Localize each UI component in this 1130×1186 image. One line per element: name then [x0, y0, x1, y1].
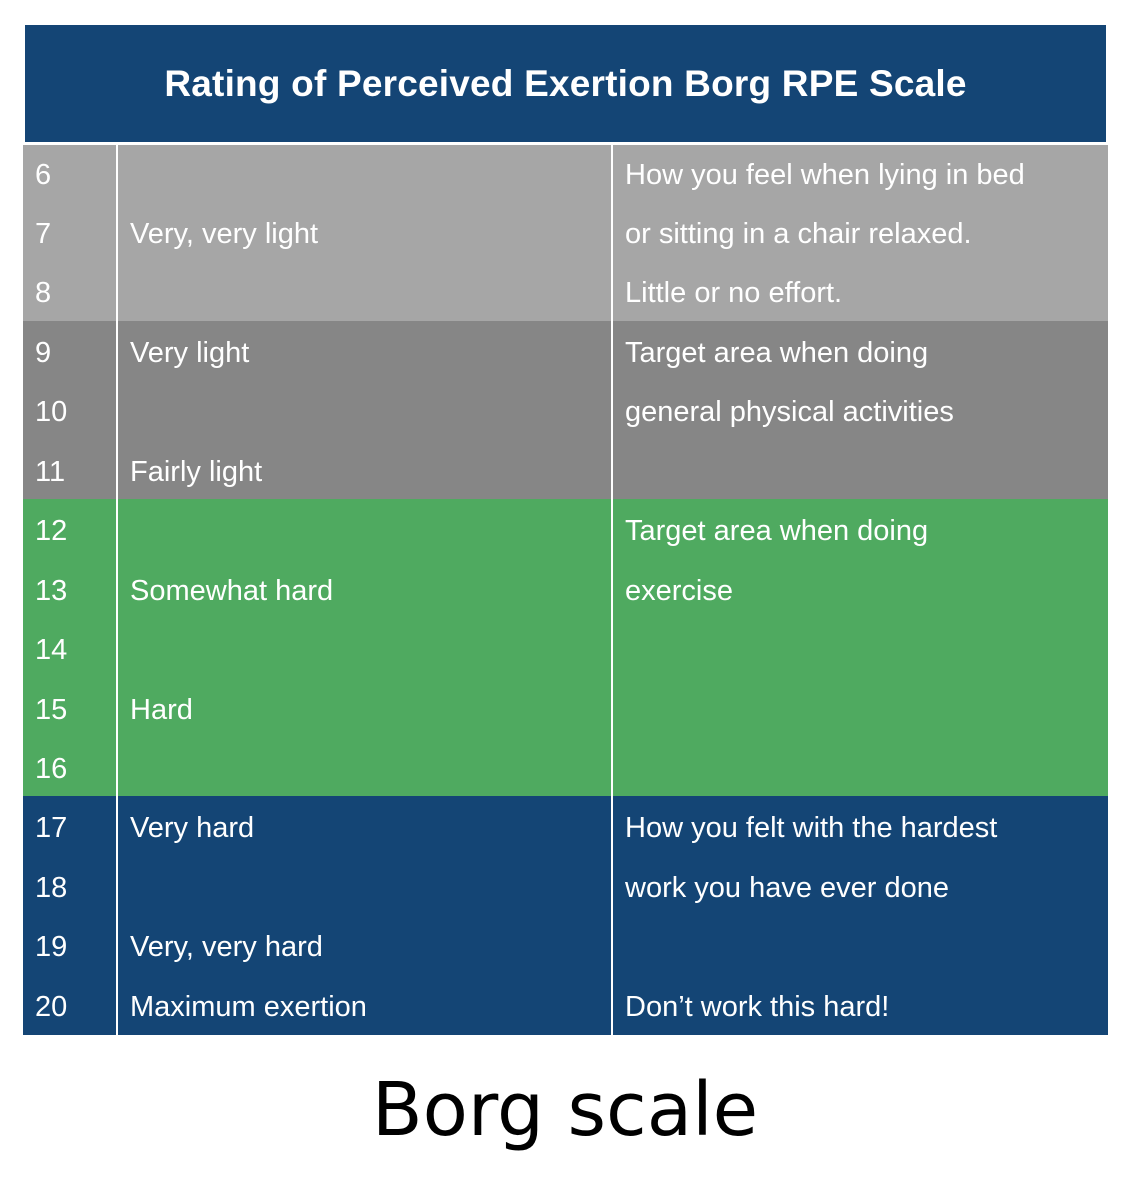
band-light	[23, 321, 1108, 499]
borg-rpe-table: Rating of Perceived Exertion Borg RPE Sc…	[23, 25, 1108, 1035]
column-divider	[611, 145, 613, 1035]
band-hard	[23, 796, 1108, 1035]
column-divider	[116, 145, 118, 1035]
table-title: Rating of Perceived Exertion Borg RPE Sc…	[25, 25, 1106, 142]
rating-number: 10	[35, 396, 68, 428]
rating-number: 13	[35, 575, 68, 607]
rating-number: 6	[35, 159, 52, 191]
note-hardest-work: work you have ever done	[625, 872, 950, 904]
descriptor-very-very-hard: Very, very hard	[130, 931, 323, 963]
band-exercise	[23, 499, 1108, 796]
descriptor-maximum-exertion: Maximum exertion	[130, 991, 367, 1023]
rating-number: 7	[35, 218, 52, 250]
rating-number: 20	[35, 991, 68, 1023]
rating-number: 17	[35, 812, 68, 844]
note-general-activity: Target area when doing	[625, 337, 929, 369]
rating-number: 18	[35, 872, 68, 904]
rating-number: 9	[35, 337, 52, 369]
rating-number: 12	[35, 515, 68, 547]
rating-number: 16	[35, 753, 68, 785]
figure-caption: Borg scale	[371, 1067, 759, 1153]
note-general-activity: general physical activities	[625, 396, 954, 428]
rating-number: 14	[35, 634, 68, 666]
rating-number: 15	[35, 694, 68, 726]
descriptor-very-light: Very light	[130, 337, 250, 369]
band-very-light	[23, 145, 1108, 321]
rating-number: 11	[35, 456, 66, 488]
note-rest: Little or no effort.	[625, 277, 843, 309]
descriptor-very-hard: Very hard	[130, 812, 255, 844]
rating-number: 8	[35, 277, 52, 309]
descriptor-hard: Hard	[130, 694, 193, 726]
note-hardest-work: How you felt with the hardest	[625, 812, 998, 844]
note-exercise: Target area when doing	[625, 515, 929, 547]
rating-number: 19	[35, 931, 68, 963]
note-rest: or sitting in a chair relaxed.	[625, 218, 972, 250]
note-exercise: exercise	[625, 575, 733, 607]
note-rest: How you feel when lying in bed	[625, 159, 1025, 191]
descriptor-very-very-light: Very, very light	[130, 218, 319, 250]
descriptor-somewhat-hard: Somewhat hard	[130, 575, 334, 607]
note-warning: Don’t work this hard!	[625, 991, 890, 1023]
header-divider	[23, 142, 1108, 145]
descriptor-fairly-light: Fairly light	[130, 456, 263, 488]
